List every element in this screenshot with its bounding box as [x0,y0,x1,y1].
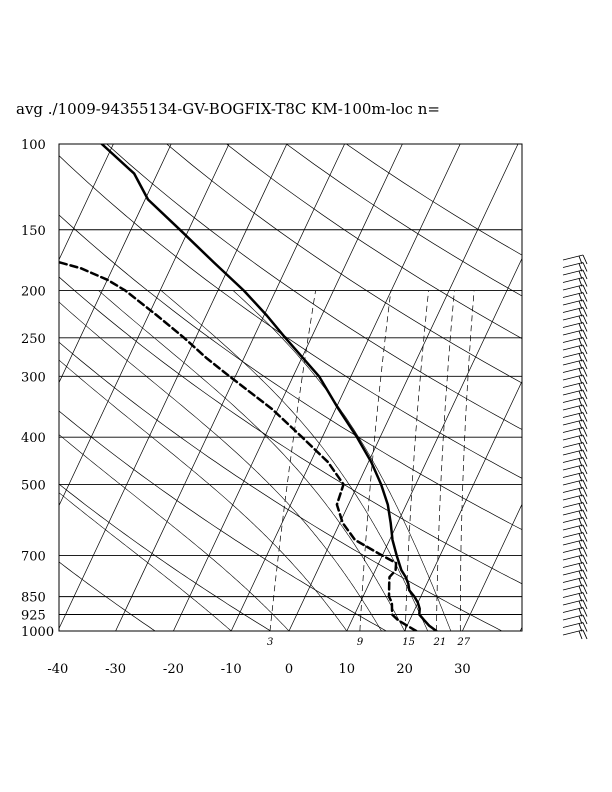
pressure-tick-label: 150 [21,224,46,239]
pressure-tick-label: 200 [21,285,46,300]
isotherm [59,144,114,261]
pressure-tick-label: 925 [21,609,46,624]
mixing-ratio-label: 21 [432,637,446,648]
temperature-tick-label: 0 [285,662,293,677]
isotherm [115,144,345,631]
mixing-ratio-label: 15 [402,637,415,648]
moist-adiabat [59,492,232,631]
mixing-ratio-line [436,290,455,631]
pressure-tick-label: 100 [21,138,46,153]
moist-adiabat [59,359,348,631]
isotherm [346,257,522,631]
isotherm [578,144,612,631]
mixing-ratio-line [359,290,392,631]
isotherm [288,144,519,631]
wind-barb [562,629,588,640]
dry-adiabat [166,144,522,384]
skewt-curves [59,144,438,631]
dry-adiabat [59,410,387,631]
dewpoint-profile [59,260,418,631]
dry-adiabat [59,341,503,631]
pressure-tick-label: 500 [21,478,46,493]
moist-adiabat [161,290,428,631]
pressure-tick-label: 850 [21,591,46,606]
pressure-tick-label: 1000 [21,625,54,640]
isotherm [173,144,403,631]
dry-adiabat [59,214,522,531]
mixing-ratio-line [269,290,316,631]
dry-adiabat [59,155,522,479]
dry-adiabat [226,144,522,339]
plot-frame [58,143,523,632]
isotherm [404,380,522,631]
isotherm [462,503,522,631]
moist-adiabat [59,301,382,631]
temperature-tick-label: 10 [339,662,356,677]
temperature-profile [100,144,438,631]
pressure-tick-label: 400 [21,431,46,446]
temperature-tick-label: -40 [47,662,68,677]
moist-adiabat [59,434,290,631]
dry-adiabat [59,276,522,585]
chart-title: avg ./1009-94355134-GV-BOGFIX-T8C KM-100… [16,100,440,118]
temperature-tick-label: 20 [396,662,413,677]
mixing-ratio-label: 9 [357,637,364,648]
skewt-grid [59,144,612,631]
wind-barb-column [562,254,588,640]
isotherm [59,144,288,630]
isotherm [519,626,522,631]
temperature-tick-label: 30 [454,662,471,677]
dry-adiabat [59,561,156,631]
pressure-tick-label: 250 [21,332,46,347]
mixing-ratio-label: 3 [267,637,273,648]
temperature-tick-label: -20 [163,662,184,677]
pressure-tick-label: 300 [21,370,46,385]
temperature-tick-label: -10 [221,662,242,677]
mixing-ratio-line [459,290,475,631]
dry-adiabat [106,144,522,430]
pressure-tick-label: 700 [21,550,46,565]
isotherm [59,144,172,384]
mixing-ratio-label: 27 [456,637,470,648]
isotherm [230,144,461,631]
moist-adiabat [98,290,405,631]
moist-adiabat [232,290,452,631]
mixing-ratio-line [404,290,429,631]
temperature-tick-label: -30 [105,662,126,677]
dry-adiabat [59,483,271,631]
